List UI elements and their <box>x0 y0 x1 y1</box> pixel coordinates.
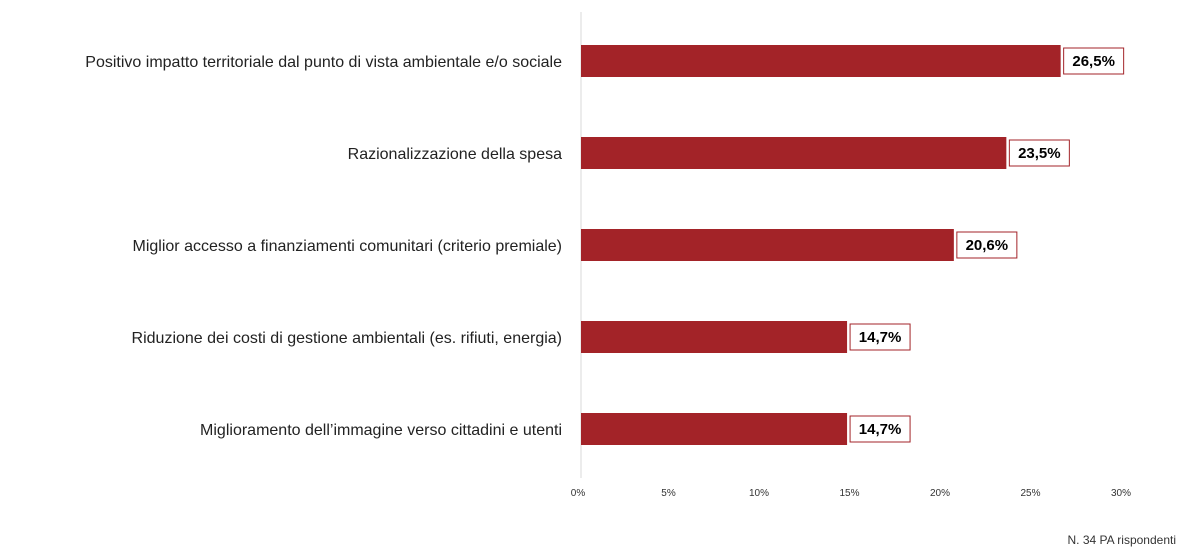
bar-3 <box>581 229 954 261</box>
value-label-2: 23,5% <box>1018 145 1061 162</box>
bars-group <box>581 45 1061 445</box>
value-label-box-3 <box>956 231 1018 259</box>
x-tick-labels: 0% 5% 10% 15% 20% 25% 30% <box>571 488 1131 499</box>
value-label-1: 26,5% <box>1072 53 1115 70</box>
category-label-5: Miglioramento dell’immagine verso cittad… <box>200 422 562 439</box>
category-label-2: Razionalizzazione della spesa <box>348 146 562 163</box>
value-label-5: 14,7% <box>859 421 902 438</box>
x-tick-label-20: 20% <box>930 488 950 499</box>
bar-2 <box>581 137 1007 169</box>
value-label-3: 20,6% <box>966 237 1009 254</box>
category-labels: Positivo impatto territoriale dal punto … <box>85 54 562 439</box>
bar-4 <box>581 321 848 353</box>
category-label-4: Riduzione dei costi di gestione ambienta… <box>132 330 562 347</box>
value-label-box-4 <box>849 323 911 351</box>
x-tick-label-30: 30% <box>1111 488 1131 499</box>
respondents-note: N. 34 PA rispondenti <box>1067 533 1176 547</box>
value-label-box-2 <box>1008 139 1070 167</box>
x-tick-label-10: 10% <box>749 488 769 499</box>
category-label-1: Positivo impatto territoriale dal punto … <box>85 54 562 71</box>
value-label-4: 14,7% <box>859 329 902 346</box>
value-labels: 26,5% 23,5% 20,6% 14,7% 14,7% <box>849 47 1125 443</box>
bar-5 <box>581 413 848 445</box>
x-tick-label-0: 0% <box>571 488 586 499</box>
x-tick-label-15: 15% <box>839 488 859 499</box>
value-label-box-1 <box>1063 47 1125 75</box>
x-tick-label-25: 25% <box>1020 488 1040 499</box>
value-label-box-5 <box>849 415 911 443</box>
x-tick-label-5: 5% <box>661 488 676 499</box>
category-label-3: Miglior accesso a finanziamenti comunita… <box>133 238 562 255</box>
bar-1 <box>581 45 1061 77</box>
